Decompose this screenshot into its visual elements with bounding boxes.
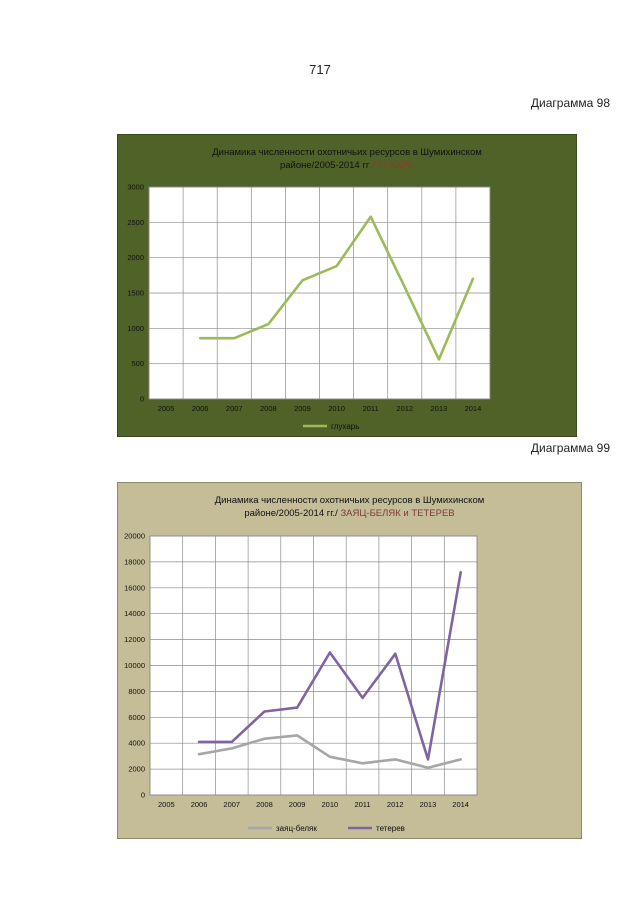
chart-hare-xtick-label: 2008 bbox=[256, 800, 273, 809]
chart-hare-ytick-label: 10000 bbox=[124, 661, 145, 670]
chart-grouse-ytick-label: 3000 bbox=[127, 183, 144, 192]
chart-grouse-series-line-1 bbox=[198, 215, 475, 361]
chart-hare-xtick-label: 2010 bbox=[322, 800, 339, 809]
chart-grouse-ytick-label: 1500 bbox=[127, 289, 144, 298]
chart-grouse-ytick-label: 2000 bbox=[127, 253, 144, 262]
chart-hare-legend-label-1: заяц-беляк bbox=[276, 824, 317, 833]
chart-grouse-xtick-label: 2014 bbox=[465, 404, 482, 413]
chart-hare-xtick-label: 2009 bbox=[289, 800, 306, 809]
chart-grouse-xtick-label: 2012 bbox=[396, 404, 413, 413]
chart-grouse-title-highlight: ГЛУХАРЬ bbox=[371, 160, 415, 171]
chart-grouse-title-line2: районе/2005-2014 гг ГЛУХАРЬ bbox=[118, 159, 576, 172]
chart-hare-xtick-label: 2012 bbox=[387, 800, 404, 809]
chart-hare-ytick-label: 14000 bbox=[124, 609, 145, 618]
chart-hare-xtick-label: 2011 bbox=[354, 800, 370, 809]
chart-hare-ytick-label: 16000 bbox=[124, 583, 145, 592]
chart-grouse-xtick-label: 2013 bbox=[431, 404, 448, 413]
chart-hare-xtick-label: 2014 bbox=[452, 800, 469, 809]
chart-grouse-xtick-label: 2008 bbox=[260, 404, 277, 413]
chart-grouse-xtick-label: 2011 bbox=[363, 404, 379, 413]
page-number: 717 bbox=[309, 62, 331, 77]
chart-grouse-xtick-label: 2009 bbox=[294, 404, 311, 413]
chart-hare-ytick-label: 0 bbox=[141, 791, 145, 800]
chart-grouse-title-line2-text: районе/2005-2014 гг bbox=[279, 160, 370, 171]
chart-grouse: Динамика численности охотничьих ресурсов… bbox=[117, 134, 577, 437]
chart-grouse-title: Динамика численности охотничьих ресурсов… bbox=[118, 146, 576, 172]
chart-hare-title: Динамика численности охотничьих ресурсов… bbox=[118, 494, 581, 520]
chart-grouse-xtick-label: 2010 bbox=[328, 404, 345, 413]
chart-grouse-ytick-label: 0 bbox=[140, 395, 144, 404]
chart-hare-ytick-label: 4000 bbox=[128, 739, 145, 748]
chart-grouse-title-line1: Динамика численности охотничьих ресурсов… bbox=[212, 147, 482, 158]
chart-hare-ytick-label: 20000 bbox=[124, 532, 145, 541]
chart-hare-ytick-label: 6000 bbox=[128, 713, 145, 722]
chart-grouse-legend-label-1: глухарь bbox=[331, 422, 359, 431]
chart-hare-title-line2: районе/2005-2014 гг./ ЗАЯЦ-БЕЛЯК и ТЕТЕР… bbox=[118, 507, 581, 520]
chart-hare-xtick-label: 2007 bbox=[223, 800, 240, 809]
chart-grouse-xtick-label: 2005 bbox=[158, 404, 175, 413]
diagram-98-label: Диаграмма 98 bbox=[530, 96, 610, 110]
chart-grouse-ytick-label: 2500 bbox=[127, 218, 144, 227]
chart-hare-ytick-label: 12000 bbox=[124, 635, 145, 644]
chart-hare-title-highlight: ЗАЯЦ-БЕЛЯК и ТЕТЕРЕВ bbox=[340, 508, 455, 519]
chart-grouse-svg: 0 500 1000 1500 2000 2500 3000 2005 2006 2007 2008… bbox=[127, 183, 491, 431]
chart-grouse-ytick-label: 1000 bbox=[127, 324, 144, 333]
chart-hare-ytick-label: 18000 bbox=[124, 557, 145, 566]
chart-hare-blackgrouse: Динамика численности охотничьих ресурсов… bbox=[117, 482, 582, 839]
chart-hare-svg: 0 2000 4000 6000 8000 10000 12000 14000 16000 180… bbox=[124, 532, 478, 833]
chart-grouse-xtick-label: 2006 bbox=[192, 404, 209, 413]
chart-grouse-xtick-label: 2007 bbox=[226, 404, 243, 413]
chart-hare-xtick-label: 2005 bbox=[158, 800, 175, 809]
chart-grouse-ytick-label: 500 bbox=[131, 359, 144, 368]
chart-hare-title-line1: Динамика численности охотничьих ресурсов… bbox=[214, 495, 485, 506]
chart-hare-series-line-2 bbox=[197, 571, 463, 761]
chart-hare-series-line-1 bbox=[197, 734, 463, 770]
chart-hare-title-line2-text: районе/2005-2014 гг./ bbox=[244, 508, 338, 519]
chart-hare-xtick-label: 2006 bbox=[191, 800, 208, 809]
chart-hare-xtick-label: 2013 bbox=[420, 800, 437, 809]
chart-hare-ytick-label: 8000 bbox=[128, 687, 145, 696]
diagram-99-label: Диаграмма 99 bbox=[530, 441, 610, 455]
chart-hare-legend-label-2: тетерев bbox=[376, 824, 405, 833]
chart-hare-ytick-label: 2000 bbox=[128, 765, 145, 774]
